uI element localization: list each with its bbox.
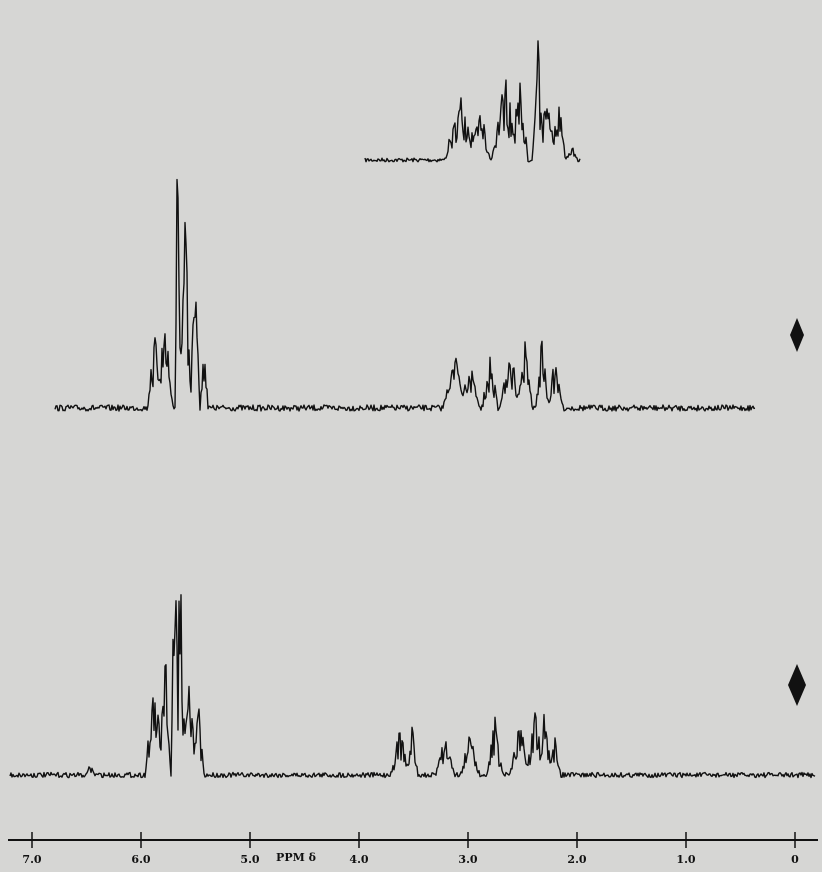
traces <box>9 40 816 779</box>
marker <box>788 664 806 706</box>
marker <box>790 318 804 352</box>
spectrum <box>9 594 816 779</box>
tick-label: 2.0 <box>567 853 586 866</box>
tick-label: 6.0 <box>131 853 150 866</box>
tick-label: 1.0 <box>676 853 695 866</box>
tick-label: 0 <box>791 853 799 866</box>
spectrum <box>364 40 581 163</box>
tick-label: 5.0 <box>240 853 259 866</box>
spectrum <box>54 178 756 412</box>
tick-label: 4.0 <box>349 853 368 866</box>
tick-label: 3.0 <box>458 853 477 866</box>
tick-label: 7.0 <box>22 853 41 866</box>
axis-label: PPM δ <box>276 851 316 864</box>
